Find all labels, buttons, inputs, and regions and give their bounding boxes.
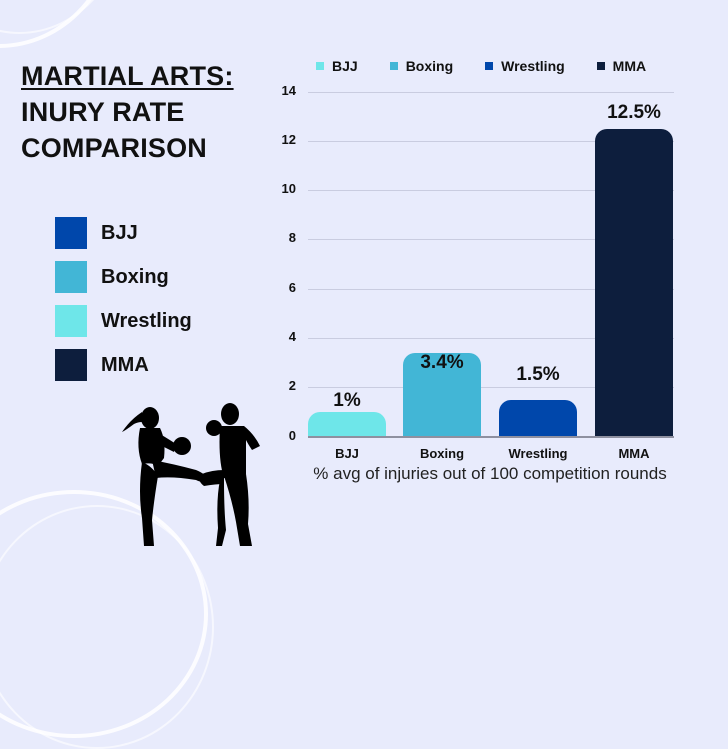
- decorative-swirl: [0, 0, 129, 34]
- chart-legend-item: BJJ: [316, 58, 358, 74]
- fighters-silhouette-icon: [122, 403, 260, 546]
- y-tick: 14: [281, 83, 296, 98]
- gridline: [308, 92, 674, 93]
- gridline: [308, 338, 674, 339]
- value-label: 3.4%: [420, 352, 464, 373]
- y-tick: 8: [288, 230, 296, 245]
- side-legend-item: MMA: [55, 349, 192, 381]
- y-tick: 2: [288, 378, 296, 393]
- x-tick: Wrestling: [508, 446, 568, 461]
- side-legend-item: BJJ: [55, 217, 192, 249]
- legend-marker: [485, 62, 494, 70]
- x-tick: Boxing: [419, 446, 465, 461]
- legend-marker: [316, 62, 324, 70]
- value-label: 1.5%: [516, 364, 560, 385]
- legend-label: Boxing: [405, 58, 454, 74]
- page-title: MARTIAL ARTS: INURY RATE COMPARISON: [21, 58, 234, 166]
- y-tick: 6: [288, 280, 296, 295]
- legend-swatch: [55, 305, 87, 337]
- legend-label: Boxing: [101, 265, 169, 288]
- legend-marker: [596, 62, 605, 70]
- y-tick: 0: [288, 428, 296, 443]
- legend-label: BJJ: [332, 58, 358, 74]
- gridline: [308, 289, 674, 290]
- side-legend-item: Boxing: [55, 261, 192, 293]
- side-legend: BJJ Boxing Wrestling MMA: [55, 217, 192, 393]
- value-label: 12.5%: [607, 102, 661, 123]
- value-label: 1%: [333, 390, 361, 411]
- y-tick: 12: [281, 132, 296, 147]
- gridline: [308, 141, 674, 142]
- chart-legend-item: Boxing: [389, 58, 454, 74]
- x-tick: MMA: [618, 446, 650, 461]
- title-line-3: COMPARISON: [21, 133, 208, 163]
- legend-marker: [389, 62, 398, 70]
- y-tick: 10: [281, 181, 296, 196]
- bar-boxing: [403, 353, 481, 436]
- legend-swatch: [55, 349, 87, 381]
- legend-label: BJJ: [101, 221, 138, 244]
- legend-label: MMA: [612, 58, 647, 74]
- bar-wrestling: [499, 400, 577, 436]
- side-legend-item: Wrestling: [55, 305, 192, 337]
- bar-mma: [595, 129, 673, 436]
- bar-bjj: [308, 412, 386, 436]
- x-tick: BJJ: [335, 446, 359, 461]
- title-line-2: INURY RATE: [21, 97, 185, 127]
- gridline: [308, 190, 674, 191]
- x-axis-line: [308, 436, 674, 438]
- legend-label: Wrestling: [101, 309, 192, 332]
- legend-swatch: [55, 217, 87, 249]
- title-line-1: MARTIAL ARTS:: [21, 61, 234, 91]
- chart-legend-item: MMA: [596, 58, 647, 74]
- chart-legend-item: Wrestling: [485, 58, 565, 74]
- x-axis-title: % avg of injuries out of 100 competition…: [313, 464, 667, 483]
- legend-label: MMA: [101, 353, 149, 376]
- chart-legend: BJJ Boxing Wrestling MMA: [316, 58, 678, 74]
- gridline: [308, 387, 674, 388]
- legend-swatch: [55, 261, 87, 293]
- legend-label: Wrestling: [501, 58, 565, 74]
- gridline: [308, 239, 674, 240]
- y-tick: 4: [288, 329, 296, 344]
